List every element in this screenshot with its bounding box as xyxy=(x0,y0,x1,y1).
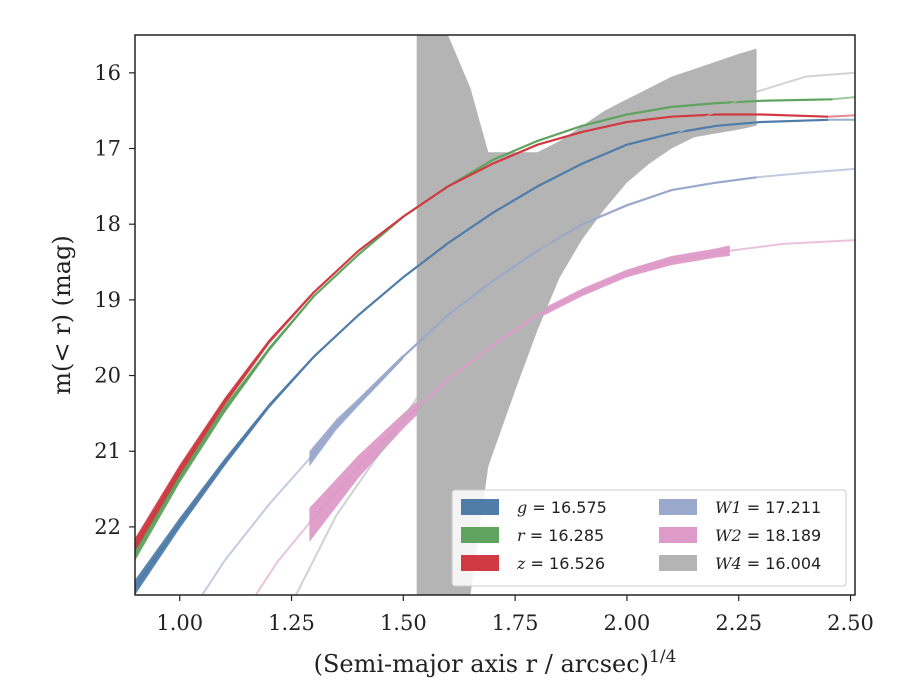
legend-value: = 16.526 xyxy=(525,554,605,573)
curve-z xyxy=(135,113,829,547)
legend-label-r: r = 16.285 xyxy=(517,526,604,545)
extrap-z-0 xyxy=(828,114,855,118)
legend-var: g xyxy=(517,498,527,517)
band-r xyxy=(135,294,314,561)
y-tick-label: 16 xyxy=(94,61,121,85)
x-axis-label-main: (Semi-major axis r / arcsec) xyxy=(314,650,649,678)
x-tick-label: 2.00 xyxy=(604,611,651,635)
y-tick-label: 22 xyxy=(94,515,121,539)
legend-label-w2: W2 = 18.189 xyxy=(715,526,821,545)
extrap-r-0 xyxy=(832,96,855,101)
legend-value: = 18.189 xyxy=(742,526,822,545)
legend-value: = 16.575 xyxy=(527,498,607,517)
legend-var: W2 xyxy=(715,526,742,545)
x-tick-label: 1.50 xyxy=(380,611,427,635)
y-tick-label: 18 xyxy=(94,212,121,236)
legend-label-w1: W1 = 17.211 xyxy=(715,498,821,517)
extrap-w1-0 xyxy=(201,458,311,595)
legend-swatch-w1 xyxy=(659,499,697,515)
curve-w4 xyxy=(416,91,757,399)
curve-w1 xyxy=(308,176,757,460)
plot-frame xyxy=(134,34,856,596)
x-axis-label: (Semi-major axis r / arcsec)1/4 xyxy=(314,647,677,678)
legend-label-z: z = 16.526 xyxy=(516,554,605,573)
legend-label-w4: W4 = 16.004 xyxy=(715,554,821,573)
x-tick-label: 1.25 xyxy=(268,611,315,635)
y-axis-label: m(< r) (mag) xyxy=(48,235,76,394)
y-tick-label: 17 xyxy=(94,137,121,161)
y-tick-label: 20 xyxy=(94,364,121,388)
y-tick-label: 21 xyxy=(94,439,121,463)
legend-swatch-w4 xyxy=(659,555,697,571)
x-tick-label: 2.25 xyxy=(715,611,762,635)
x-axis-ticks: 1.00 1.25 1.50 1.75 2.00 2.25 2.50 xyxy=(156,595,874,635)
band-w4 xyxy=(416,35,757,595)
x-axis-label-exponent: 1/4 xyxy=(649,647,676,667)
legend-value: = 16.004 xyxy=(742,554,822,573)
legend-var: W1 xyxy=(715,498,742,517)
legend-value: = 16.285 xyxy=(525,526,605,545)
extrap-w2-0 xyxy=(254,522,311,595)
error-bands xyxy=(135,35,757,595)
band-g xyxy=(135,276,404,595)
legend-swatch-r xyxy=(461,527,499,543)
extrap-w1-1 xyxy=(756,167,855,179)
legend-label-g: g = 16.575 xyxy=(517,498,607,517)
legend-swatch-g xyxy=(461,499,499,515)
legend-var: W4 xyxy=(715,554,742,573)
curve-w2 xyxy=(308,249,730,524)
curve-g xyxy=(135,118,829,589)
legend-var: r xyxy=(517,526,526,545)
legend-swatch-z xyxy=(461,555,499,571)
y-axis-ticks: 16 17 18 19 20 21 22 xyxy=(94,61,135,539)
legend-var: z xyxy=(516,554,526,573)
legend-value: = 17.211 xyxy=(742,498,822,517)
legend-swatch-w2 xyxy=(659,527,697,543)
x-tick-label: 2.50 xyxy=(827,611,874,635)
band-w1 xyxy=(309,354,404,467)
extrap-w2-1 xyxy=(729,239,855,252)
series-curves xyxy=(135,91,833,589)
x-tick-label: 1.75 xyxy=(492,611,539,635)
x-tick-label: 1.00 xyxy=(156,611,203,635)
legend-frame xyxy=(451,489,847,587)
extrap-w4-1 xyxy=(756,71,855,93)
curve-r xyxy=(135,98,833,554)
y-tick-label: 19 xyxy=(94,288,121,312)
